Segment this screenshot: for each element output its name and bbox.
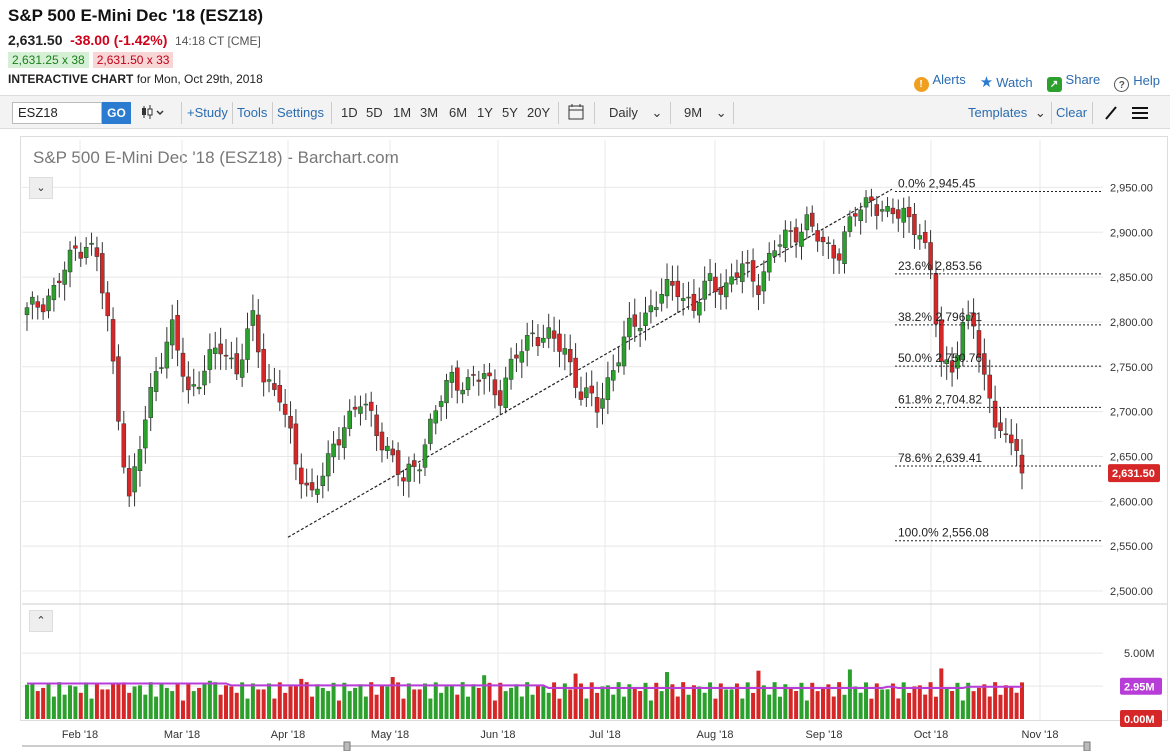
go-button[interactable]: GO xyxy=(102,102,131,124)
bid-ask: 2,631.25 x 38 2,631.50 x 33 xyxy=(8,52,174,68)
chevron-up-icon: ⌃ xyxy=(36,615,46,627)
hamburger-icon xyxy=(1132,107,1148,119)
chevron-down-icon: ⌄ xyxy=(36,182,46,194)
separator xyxy=(558,102,559,124)
quote-line: 2,631.50 -38.00 (-1.42%) 14:18 CT [CME] xyxy=(8,32,261,48)
separator xyxy=(733,102,734,124)
collapse-price-button[interactable]: ⌄ xyxy=(29,177,53,199)
templates-label: Templates xyxy=(968,105,1028,120)
share-link[interactable]: ↗ Share xyxy=(1046,72,1101,92)
ask-badge: 2,631.50 x 33 xyxy=(92,52,174,68)
share-label: Share xyxy=(1065,72,1101,87)
x-tick-label: Jun '18 xyxy=(480,729,515,741)
pencil-icon xyxy=(1105,106,1117,120)
help-link[interactable]: ? Help xyxy=(1114,73,1160,92)
chevron-down-icon: ⌄ xyxy=(651,105,663,120)
calendar-icon xyxy=(568,104,584,120)
separator xyxy=(272,102,273,124)
clear-button[interactable]: Clear xyxy=(1056,105,1088,120)
range-select[interactable]: 9M ⌄ xyxy=(684,96,727,129)
candlestick-icon xyxy=(142,105,164,119)
alert-icon: ! xyxy=(913,77,929,92)
quote-time: 14:18 CT [CME] xyxy=(175,34,261,48)
period-1m[interactable]: 1M xyxy=(393,105,412,120)
period-5d[interactable]: 5D xyxy=(366,105,383,120)
x-tick-label: May '18 xyxy=(371,729,409,741)
x-tick-label: Feb '18 xyxy=(62,729,98,741)
chart-caption: INTERACTIVE CHART for Mon, Oct 29th, 201… xyxy=(8,72,263,86)
chart-title: S&P 500 E-Mini Dec '18 (ESZ18) - Barchar… xyxy=(33,148,399,167)
settings-button[interactable]: Settings xyxy=(277,105,324,120)
help-icon: ? xyxy=(1114,76,1130,92)
separator xyxy=(1092,102,1093,124)
separator xyxy=(594,102,595,124)
page-title: S&P 500 E-Mini Dec '18 (ESZ18) xyxy=(8,6,264,25)
x-tick-label: Sep '18 xyxy=(806,729,843,741)
x-tick-label: Apr '18 xyxy=(271,729,306,741)
period-20y[interactable]: 20Y xyxy=(527,105,551,120)
bid-badge: 2,631.25 x 38 xyxy=(8,52,89,68)
interval-select[interactable]: Daily ⌄ xyxy=(609,96,662,129)
symbol-input[interactable]: ESZ18 xyxy=(12,102,102,124)
watch-link[interactable]: ★ Watch xyxy=(980,73,1033,91)
help-label: Help xyxy=(1133,72,1160,88)
chart-caption-label: INTERACTIVE CHART xyxy=(8,72,134,86)
share-icon: ↗ xyxy=(1046,77,1062,92)
chart-caption-date: for Mon, Oct 29th, 2018 xyxy=(136,72,263,86)
chart-toolbar: ESZ18 GO +Study Tools Settings 1D 5D 1M … xyxy=(0,95,1170,129)
scroll-handle-right xyxy=(1083,741,1091,751)
study-button[interactable]: +Study xyxy=(187,105,228,120)
tools-button[interactable]: Tools xyxy=(237,105,268,120)
period-3m[interactable]: 3M xyxy=(420,105,439,120)
alerts-label: Alerts xyxy=(932,72,966,87)
scroll-handle-left xyxy=(343,741,351,751)
alerts-link[interactable]: ! Alerts xyxy=(913,72,966,92)
collapse-volume-button[interactable]: ⌃ xyxy=(29,610,53,632)
chevron-down-icon: ⌄ xyxy=(1034,105,1046,120)
menu-button[interactable] xyxy=(1132,96,1148,129)
separator xyxy=(181,102,182,124)
top-links: ! Alerts ★ Watch ↗ Share ? Help xyxy=(913,72,1160,92)
separator xyxy=(1051,102,1052,124)
chart-frame xyxy=(20,136,1168,721)
x-tick-label: Jul '18 xyxy=(589,729,620,741)
separator xyxy=(232,102,233,124)
draw-tool-button[interactable] xyxy=(1104,96,1118,129)
x-tick-label: Mar '18 xyxy=(164,729,200,741)
separator xyxy=(670,102,671,124)
period-6m[interactable]: 6M xyxy=(449,105,468,120)
interval-value: Daily xyxy=(609,105,638,120)
chevron-down-icon: ⌄ xyxy=(715,105,727,120)
range-value: 9M xyxy=(684,105,703,120)
separator xyxy=(331,102,332,124)
chart-type-button[interactable] xyxy=(140,96,168,129)
price-change: -38.00 (-1.42%) xyxy=(70,32,168,48)
x-tick-label: Nov '18 xyxy=(1022,729,1059,741)
period-5y[interactable]: 5Y xyxy=(502,105,518,120)
x-tick-label: Aug '18 xyxy=(697,729,734,741)
templates-select[interactable]: Templates ⌄ xyxy=(968,96,1046,129)
x-tick-label: Oct '18 xyxy=(914,729,949,741)
period-1y[interactable]: 1Y xyxy=(477,105,493,120)
calendar-button[interactable] xyxy=(568,96,584,129)
last-price: 2,631.50 xyxy=(8,32,63,48)
watch-label: Watch xyxy=(996,75,1033,90)
star-icon: ★ xyxy=(979,74,994,91)
period-1d[interactable]: 1D xyxy=(341,105,358,120)
